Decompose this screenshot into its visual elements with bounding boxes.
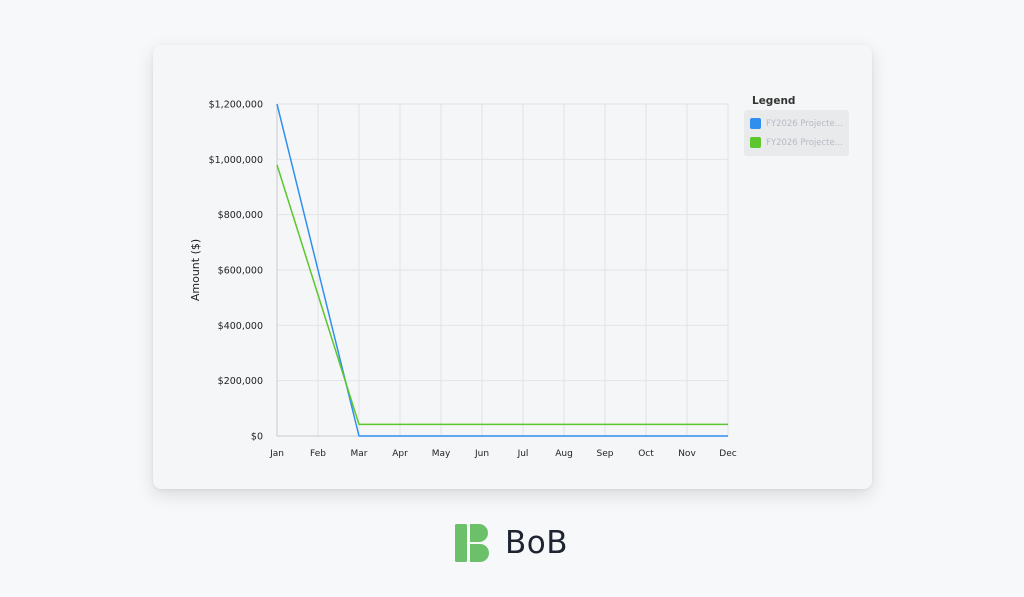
- x-tick-label: May: [432, 449, 451, 459]
- y-tick-label: $800,000: [218, 210, 263, 221]
- legend-item-series-2[interactable]: FY2026 Projecte...: [744, 133, 849, 152]
- y-tick-label: $200,000: [218, 376, 263, 387]
- legend-swatch-green: [750, 137, 761, 148]
- bob-logo-icon: [455, 524, 489, 562]
- series-line-1: [276, 103, 728, 437]
- legend-label: FY2026 Projecte...: [766, 118, 843, 129]
- series-line-2: [276, 164, 728, 426]
- legend: Legend FY2026 Projecte... FY2026 Project…: [744, 95, 854, 156]
- x-tick-label: Aug: [555, 449, 573, 459]
- x-tick-label: Mar: [351, 449, 368, 459]
- legend-label: FY2026 Projecte...: [766, 137, 843, 148]
- x-tick-label: Sep: [597, 449, 614, 459]
- x-tick-labels: Jan Feb Mar Apr May Jun Jul Aug Sep Oct Nov Dec: [269, 449, 737, 459]
- x-tick-label: Apr: [392, 449, 408, 459]
- y-tick-label: $600,000: [218, 266, 263, 277]
- legend-title: Legend: [752, 95, 796, 107]
- y-axis-label: Amount ($): [189, 239, 202, 301]
- y-tick-labels: $0 $200,000 $400,000 $600,000 $800,000 $1,000…: [209, 100, 263, 443]
- x-tick-label: Jun: [474, 449, 489, 459]
- y-tick-label: $1,200,000: [209, 100, 263, 111]
- legend-item-series-1[interactable]: FY2026 Projecte...: [744, 114, 849, 133]
- x-tick-label: Oct: [638, 449, 654, 459]
- y-tick-label: $0: [251, 432, 263, 443]
- brand-logo: BoB: [455, 524, 568, 562]
- x-tick-label: Nov: [678, 449, 696, 459]
- chart-grid: [276, 103, 729, 437]
- legend-swatch-blue: [750, 118, 761, 129]
- x-tick-label: Jul: [517, 449, 529, 459]
- y-tick-label: $1,000,000: [209, 155, 263, 166]
- x-tick-label: Feb: [310, 449, 326, 459]
- y-tick-label: $400,000: [218, 321, 263, 332]
- x-tick-label: Jan: [269, 449, 284, 459]
- x-tick-label: Dec: [719, 449, 736, 459]
- legend-box: FY2026 Projecte... FY2026 Projecte...: [744, 110, 849, 156]
- chart-series: [276, 103, 728, 437]
- brand-name: BoB: [505, 525, 569, 561]
